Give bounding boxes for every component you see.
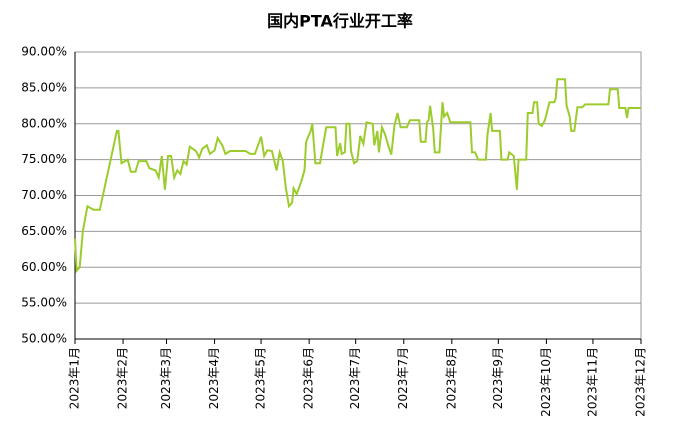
- x-tick-label: 2023年9月: [491, 347, 505, 409]
- data-line: [74, 78, 641, 274]
- y-tick-label: 75.00%: [21, 152, 67, 166]
- y-tick-label: 65.00%: [21, 224, 67, 238]
- x-tick-label: 2023年5月: [254, 347, 268, 409]
- x-tick-label: 2023年7月: [348, 347, 362, 409]
- y-tick-label: 50.00%: [21, 332, 67, 346]
- x-tick-label: 2023年4月: [207, 347, 221, 409]
- y-tick-label: 70.00%: [21, 188, 67, 202]
- x-tick-label: 2023年12月: [634, 347, 648, 417]
- y-tick-label: 90.00%: [21, 45, 67, 59]
- x-tick-label: 2023年11月: [585, 347, 599, 417]
- y-tick-label: 85.00%: [21, 80, 67, 94]
- x-tick-label: 2023年6月: [302, 347, 316, 409]
- y-tick-label: 55.00%: [21, 296, 67, 310]
- x-tick-label: 2023年1月: [68, 347, 82, 409]
- x-tick-label: 2023年7月: [396, 347, 410, 409]
- x-tick-label: 2023年2月: [116, 347, 130, 409]
- x-tick-label: 2023年10月: [539, 347, 553, 417]
- y-tick-label: 60.00%: [21, 260, 67, 274]
- x-tick-label: 2023年8月: [444, 347, 458, 409]
- x-tick-label: 2023年3月: [159, 347, 173, 409]
- chart-title: 国内PTA行业开工率: [267, 12, 413, 31]
- y-tick-label: 80.00%: [21, 116, 67, 130]
